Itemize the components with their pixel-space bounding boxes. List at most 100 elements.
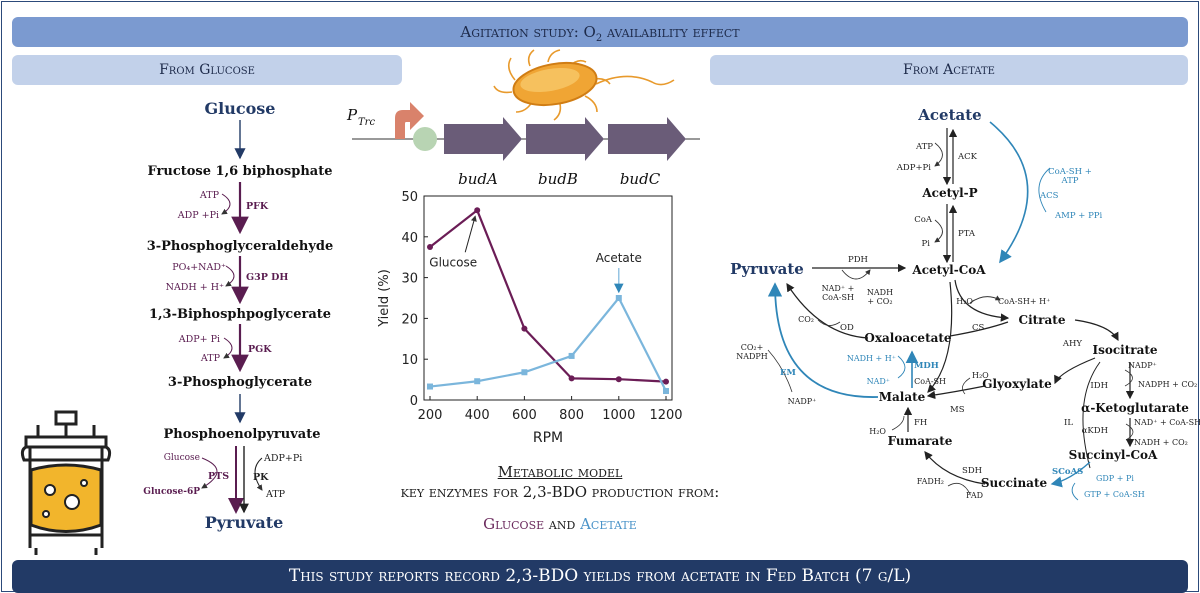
cofactor-pfk-in: ATP xyxy=(199,190,220,201)
metabolite-glyoxylate: Glyoxylate xyxy=(982,377,1052,391)
chart-point-acetate xyxy=(568,352,575,359)
cofactor-idh-in: NADP⁺ xyxy=(1128,361,1157,370)
enzyme-pk: PK xyxy=(253,472,269,483)
chart-point-glucose xyxy=(521,325,528,332)
chart-ylabel: Yield (%) xyxy=(377,269,392,328)
chart-point-acetate xyxy=(521,369,528,376)
cofactor-akdh-out: NADH + CO₂ xyxy=(1134,438,1188,447)
metabolite-acetate: Acetate xyxy=(917,106,981,124)
cofactor-em-out2: NADPH xyxy=(736,352,768,361)
chart-ytick-label: 0 xyxy=(410,394,418,409)
header-title: Agitation study: O xyxy=(460,23,596,41)
enzyme-od: OD xyxy=(840,323,854,333)
chart-point-glucose xyxy=(568,375,575,382)
caption-acetate: Acetate xyxy=(580,515,637,533)
cofactor-g3p-out: NADH + H⁺ xyxy=(166,282,224,293)
enzyme-fh: FH xyxy=(914,418,927,428)
gene-label-budB: budB xyxy=(538,170,578,188)
cofactor-pta-coa: CoA xyxy=(914,215,933,225)
cofactor-g3p-in: PO₄+NAD⁺ xyxy=(172,262,226,273)
enzyme-scoas: SCoAS xyxy=(1052,467,1083,477)
gene-label-budA: budA xyxy=(458,170,498,188)
enzyme-idh: IDH xyxy=(1090,381,1108,391)
caption-line1: Metabolic model xyxy=(330,463,790,481)
enzyme-ms: MS xyxy=(950,405,965,415)
chart-ytick-label: 50 xyxy=(401,190,418,205)
chart-point-glucose xyxy=(663,378,669,385)
chart-plot-frame xyxy=(423,195,673,401)
enzyme-g3p-dh: G3P DH xyxy=(246,272,288,283)
chart-xtick-label: 800 xyxy=(559,408,584,423)
chart-xtick-label: 1200 xyxy=(649,408,682,423)
metabolite-glucose: Glucose xyxy=(205,99,276,118)
cofactor-sdh-fadh2: FADH₂ xyxy=(917,477,944,486)
metabolite-fumarate: Fumarate xyxy=(888,434,953,448)
enzyme-sdh: SDH xyxy=(962,466,982,476)
cofactor-scoas-out: GTP + CoA-SH xyxy=(1084,490,1145,499)
metabolite-fructose-bp: Fructose 1,6 biphosphate xyxy=(148,164,333,179)
cofactor-idh-out: NADPH + CO₂ xyxy=(1138,380,1197,389)
metabolite-pep: Phosphoenolpyruvate xyxy=(164,427,321,442)
chart-ytick-label: 40 xyxy=(401,231,418,246)
metabolite-pyruvate-left: Pyruvate xyxy=(205,513,284,532)
header-banner: Agitation study: O2 availability effect xyxy=(12,17,1188,47)
metabolite-acetyl-coa: Acetyl-CoA xyxy=(911,263,986,277)
enzyme-pfk: PFK xyxy=(246,201,269,212)
cofactor-cs-h2o: H₂O xyxy=(956,297,973,306)
metabolite-3pgald: 3-Phosphoglyceraldehyde xyxy=(147,239,334,254)
enzyme-pgk: PGK xyxy=(248,344,272,355)
bacterium-icon xyxy=(493,49,675,121)
caption-line3: Glucose and Acetate xyxy=(330,515,790,533)
yield-chart: 0 10 20 30 40 50 200 400 600 800 1000 1200 RPM Yield … xyxy=(377,190,683,446)
glucose-pathway: Glucose Fructose 1,6 biphosphate ATP ADP… xyxy=(143,99,333,532)
left-panel-title: From Glucose xyxy=(159,62,255,78)
enzyme-akdh: αKDH xyxy=(1082,426,1108,436)
chart-point-acetate xyxy=(663,388,669,395)
cofactor-od-co2: CO₂ xyxy=(798,315,814,324)
cofactor-mdh-out: NADH + H⁺ xyxy=(847,354,896,363)
gene-budB-icon xyxy=(526,117,604,161)
chart-xtick-label: 200 xyxy=(418,408,443,423)
promoter-label-subscript: Trc xyxy=(358,117,375,128)
right-panel-title: From Acetate xyxy=(903,62,995,78)
enzyme-acs: ACS xyxy=(1039,191,1059,201)
enzyme-ack: ACK xyxy=(957,152,978,162)
chart-ytick-label: 20 xyxy=(401,312,418,327)
promoter-label: P xyxy=(346,106,358,124)
enzyme-ahy: AHY xyxy=(1062,339,1083,349)
cofactor-fh-h2o: H₂O xyxy=(869,427,886,436)
cofactor-em-in: NADP⁺ xyxy=(788,397,817,406)
cofactor-acs-out: AMP + PPi xyxy=(1054,211,1103,221)
left-panel-banner: From Glucose xyxy=(12,55,402,85)
cofactor-mdh-in: NAD⁺ xyxy=(867,377,890,386)
chart-annotation-acetate: Acetate xyxy=(596,251,642,265)
chart-point-acetate xyxy=(615,295,622,301)
gene-budA-icon xyxy=(444,117,522,161)
rbs-icon xyxy=(413,127,437,151)
chart-series-line-glucose xyxy=(429,208,667,383)
cofactor-ms-coa: CoA-SH xyxy=(914,377,946,386)
cofactor-pdh-in2: CoA-SH xyxy=(822,293,854,302)
chart-point-acetate xyxy=(474,378,481,385)
cofactor-acs-in2: ATP xyxy=(1060,176,1078,186)
cofactor-em-out: CO₂+ xyxy=(741,343,764,352)
cofactor-pdh-out2: + CO₂ xyxy=(867,297,892,306)
caption-and: and xyxy=(544,515,581,533)
chart-xtick-label: 400 xyxy=(465,408,490,423)
cofactor-pdh-out: NADH xyxy=(867,288,893,297)
cofactor-pfk-out: ADP +Pi xyxy=(177,210,219,221)
header-title-subscript: 2 xyxy=(595,33,603,44)
cofactor-ack-adp: ADP+Pi xyxy=(896,163,932,173)
enzyme-em: EM xyxy=(780,368,796,378)
chart-point-glucose xyxy=(615,376,622,383)
cofactor-sdh-fad: FAD xyxy=(966,491,983,500)
metabolite-akg: α-Ketoglutarate xyxy=(1081,401,1189,415)
acetate-pathway: Acetate Acetyl-P Acetyl-CoA Pyruvate Oxa… xyxy=(730,106,1200,501)
chart-annotation-glucose: Glucose xyxy=(429,255,477,269)
metabolite-malate: Malate xyxy=(879,390,926,404)
metabolite-succinate: Succinate xyxy=(981,476,1048,490)
chart-point-glucose xyxy=(474,207,481,214)
caption-title: Metabolic model xyxy=(497,463,623,481)
cofactor-pk-in: ADP+Pi xyxy=(263,453,302,464)
